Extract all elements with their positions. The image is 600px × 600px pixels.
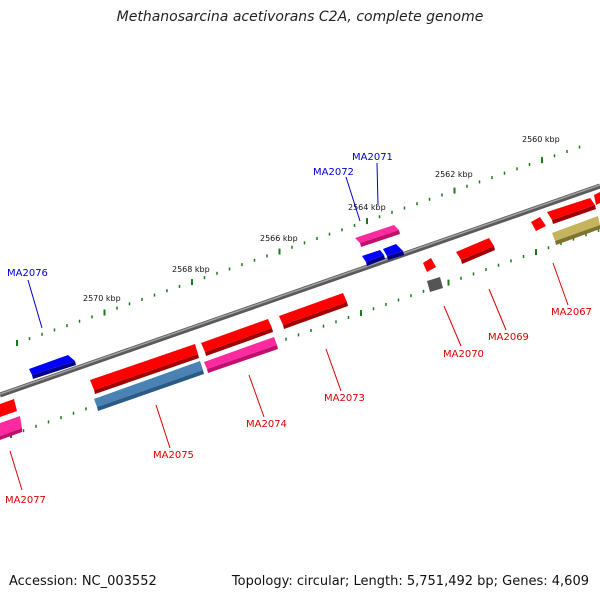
leader-ma2069 [488,288,507,331]
gene-label-ma2070[interactable]: MA2070 [443,349,484,360]
feature-ma2070-b[interactable] [427,277,443,292]
tick-label-2560: 2560 kbp [522,135,560,144]
feature-ma2069[interactable] [456,238,495,264]
gene-label-ma2072[interactable]: MA2072 [313,167,354,178]
leader-ma2073 [325,348,342,392]
gene-label-ma2067[interactable]: MA2067 [551,307,592,318]
feature-ma2077-red[interactable] [0,399,17,417]
feature-ma2071-a[interactable] [362,250,385,266]
leader-ma2076 [27,279,43,329]
leader-ma2072 [345,176,361,222]
feature-ma2071-b[interactable] [383,244,404,260]
leader-ma2070 [443,305,462,347]
leader-ma2067 [552,262,569,306]
feature-ma2067-tip[interactable] [531,217,546,231]
map-title: Methanosarcina acetivorans C2A, complete… [116,9,484,25]
leader-ma2075 [155,404,171,449]
feature-ma2074-red[interactable] [201,319,273,356]
gene-label-ma2075[interactable]: MA2075 [153,450,194,461]
feature-ma2073[interactable] [279,293,348,329]
gene-label-ma2074[interactable]: MA2074 [246,419,287,430]
gene-label-ma2071[interactable]: MA2071 [352,152,393,163]
feature-ma2067-khaki[interactable] [552,216,600,245]
feature-ma2070-a[interactable] [423,258,436,272]
feature-ma2076[interactable] [29,355,76,379]
feature-edge-right[interactable] [594,192,600,205]
gene-label-ma2069[interactable]: MA2069 [488,332,529,343]
feature-ma2075-red[interactable] [90,344,199,394]
gene-label-ma2076[interactable]: MA2076 [7,268,48,279]
tick-label-2570: 2570 kbp [83,294,121,303]
feature-ma2067[interactable] [547,198,596,224]
tick-label-2568: 2568 kbp [172,265,210,274]
feature-ma2072[interactable] [355,225,400,247]
genome-summary-text: Topology: circular; Length: 5,751,492 bp… [231,574,589,589]
gene-label-ma2073[interactable]: MA2073 [324,393,365,404]
tick-label-2564: 2564 kbp [348,203,386,212]
feature-ma2074[interactable] [204,337,278,373]
leader-ma2077 [9,450,23,491]
tick-label-2562: 2562 kbp [435,170,473,179]
accession-text: Accession: NC_003552 [9,574,157,589]
leader-ma2071 [376,162,379,206]
genome-backbone-highlight [0,184,600,395]
feature-ma2075[interactable] [94,361,204,411]
outer-scale-dots [16,145,581,346]
feature-ma2077[interactable] [0,416,22,440]
tick-label-2566: 2566 kbp [260,234,298,243]
genome-backbone [0,183,600,398]
gene-label-ma2077[interactable]: MA2077 [5,495,46,506]
leader-ma2074 [248,374,265,418]
